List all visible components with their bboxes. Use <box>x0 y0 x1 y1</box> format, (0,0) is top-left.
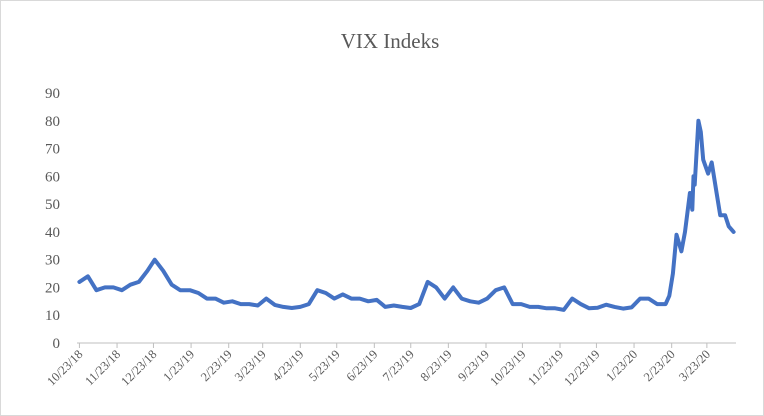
data-line <box>77 118 736 312</box>
y-tick-label: 50 <box>45 197 60 213</box>
y-tick-label: 90 <box>45 86 60 102</box>
y-tick-label: 30 <box>45 253 60 269</box>
y-tick-label: 10 <box>45 308 60 324</box>
y-tick-label: 80 <box>45 114 60 130</box>
y-tick-label: 60 <box>45 169 60 185</box>
y-tick-label: 0 <box>53 336 61 352</box>
y-tick-label: 20 <box>45 280 60 296</box>
chart-title: VIX Indeks <box>341 29 440 53</box>
y-tick-label: 40 <box>45 225 60 241</box>
y-tick-label: 70 <box>45 142 60 158</box>
